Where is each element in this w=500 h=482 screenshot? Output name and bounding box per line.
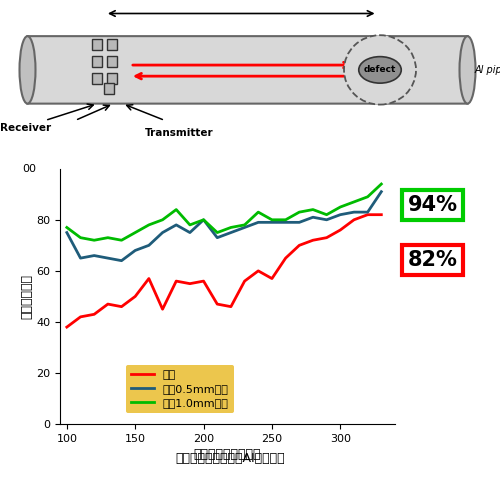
Y-axis label: 正答率（％）: 正答率（％） (20, 274, 34, 319)
誤差1.0mm以内 (338, 204, 344, 210)
誤差0.5mm以内 (310, 214, 316, 220)
一致 (269, 276, 275, 281)
Text: Receiver: Receiver (0, 123, 51, 133)
Bar (92, 73, 102, 84)
Text: Transmitter: Transmitter (145, 128, 214, 137)
誤差1.0mm以内 (146, 222, 152, 228)
X-axis label: 学習データ数（個）: 学習データ数（個） (194, 448, 261, 461)
誤差0.5mm以内 (118, 258, 124, 264)
誤差1.0mm以内 (310, 207, 316, 213)
一致 (378, 212, 384, 217)
誤差0.5mm以内 (378, 189, 384, 195)
誤差1.0mm以内 (324, 212, 330, 217)
誤差0.5mm以内 (364, 209, 370, 215)
誤差0.5mm以内 (78, 255, 84, 261)
誤差0.5mm以内 (64, 229, 70, 235)
誤差1.0mm以内 (187, 222, 193, 228)
誤差1.0mm以内 (64, 225, 70, 230)
誤差0.5mm以内 (324, 217, 330, 223)
誤差1.0mm以内 (160, 217, 166, 223)
誤差1.0mm以内 (269, 217, 275, 223)
Ellipse shape (359, 56, 401, 83)
一致 (351, 217, 357, 223)
Text: 00: 00 (22, 164, 36, 174)
一致 (146, 276, 152, 281)
一致 (132, 294, 138, 299)
Text: Al pipe: Al pipe (475, 65, 500, 75)
一致 (338, 227, 344, 233)
Text: 94%: 94% (408, 195, 458, 215)
誤差1.0mm以内 (91, 237, 97, 243)
一致 (256, 268, 262, 274)
誤差0.5mm以内 (282, 219, 288, 225)
誤差0.5mm以内 (132, 248, 138, 254)
Text: 学習データ数ごとのAIの正答率: 学習データ数ごとのAIの正答率 (175, 452, 285, 465)
誤差0.5mm以内 (91, 253, 97, 258)
誤差1.0mm以内 (351, 199, 357, 205)
Ellipse shape (20, 36, 36, 104)
Bar (106, 56, 117, 67)
誤差0.5mm以内 (105, 255, 111, 261)
一致 (296, 242, 302, 248)
誤差0.5mm以内 (160, 229, 166, 235)
誤差1.0mm以内 (296, 209, 302, 215)
FancyBboxPatch shape (28, 36, 468, 104)
一致 (324, 235, 330, 241)
Bar (92, 39, 102, 50)
一致 (228, 304, 234, 309)
Line: 一致: 一致 (67, 214, 382, 327)
誤差1.0mm以内 (282, 217, 288, 223)
誤差0.5mm以内 (269, 219, 275, 225)
一致 (187, 281, 193, 286)
一致 (160, 307, 166, 312)
一致 (91, 311, 97, 317)
誤差0.5mm以内 (242, 225, 248, 230)
誤差0.5mm以内 (256, 219, 262, 225)
誤差1.0mm以内 (132, 229, 138, 235)
Ellipse shape (460, 36, 475, 104)
誤差0.5mm以内 (146, 242, 152, 248)
誤差0.5mm以内 (338, 212, 344, 217)
Line: 誤差0.5mm以内: 誤差0.5mm以内 (67, 192, 382, 261)
Bar (106, 73, 117, 84)
Text: 82%: 82% (408, 250, 458, 270)
Bar (106, 39, 117, 50)
一致 (282, 255, 288, 261)
Legend: 一致, 誤差0.5mm以内, 誤差1.0mm以内: 一致, 誤差0.5mm以内, 誤差1.0mm以内 (126, 364, 234, 414)
一致 (78, 314, 84, 320)
一致 (105, 301, 111, 307)
誤差1.0mm以内 (200, 217, 206, 223)
誤差1.0mm以内 (378, 181, 384, 187)
一致 (64, 324, 70, 330)
一致 (214, 301, 220, 307)
誤差0.5mm以内 (296, 219, 302, 225)
一致 (242, 278, 248, 284)
誤差0.5mm以内 (351, 209, 357, 215)
誤差0.5mm以内 (187, 229, 193, 235)
誤差1.0mm以内 (242, 222, 248, 228)
Bar (92, 56, 102, 67)
Line: 誤差1.0mm以内: 誤差1.0mm以内 (67, 184, 382, 240)
一致 (173, 278, 179, 284)
誤差1.0mm以内 (256, 209, 262, 215)
誤差1.0mm以内 (78, 235, 84, 241)
一致 (364, 212, 370, 217)
誤差0.5mm以内 (173, 222, 179, 228)
Circle shape (344, 35, 416, 105)
誤差1.0mm以内 (214, 229, 220, 235)
誤差1.0mm以内 (173, 207, 179, 213)
誤差0.5mm以内 (200, 217, 206, 223)
一致 (310, 237, 316, 243)
誤差0.5mm以内 (214, 235, 220, 241)
誤差1.0mm以内 (364, 194, 370, 200)
一致 (118, 304, 124, 309)
誤差1.0mm以内 (118, 237, 124, 243)
Text: defect: defect (364, 66, 396, 74)
一致 (200, 278, 206, 284)
Bar (104, 83, 114, 94)
誤差1.0mm以内 (228, 225, 234, 230)
誤差1.0mm以内 (105, 235, 111, 241)
誤差0.5mm以内 (228, 229, 234, 235)
